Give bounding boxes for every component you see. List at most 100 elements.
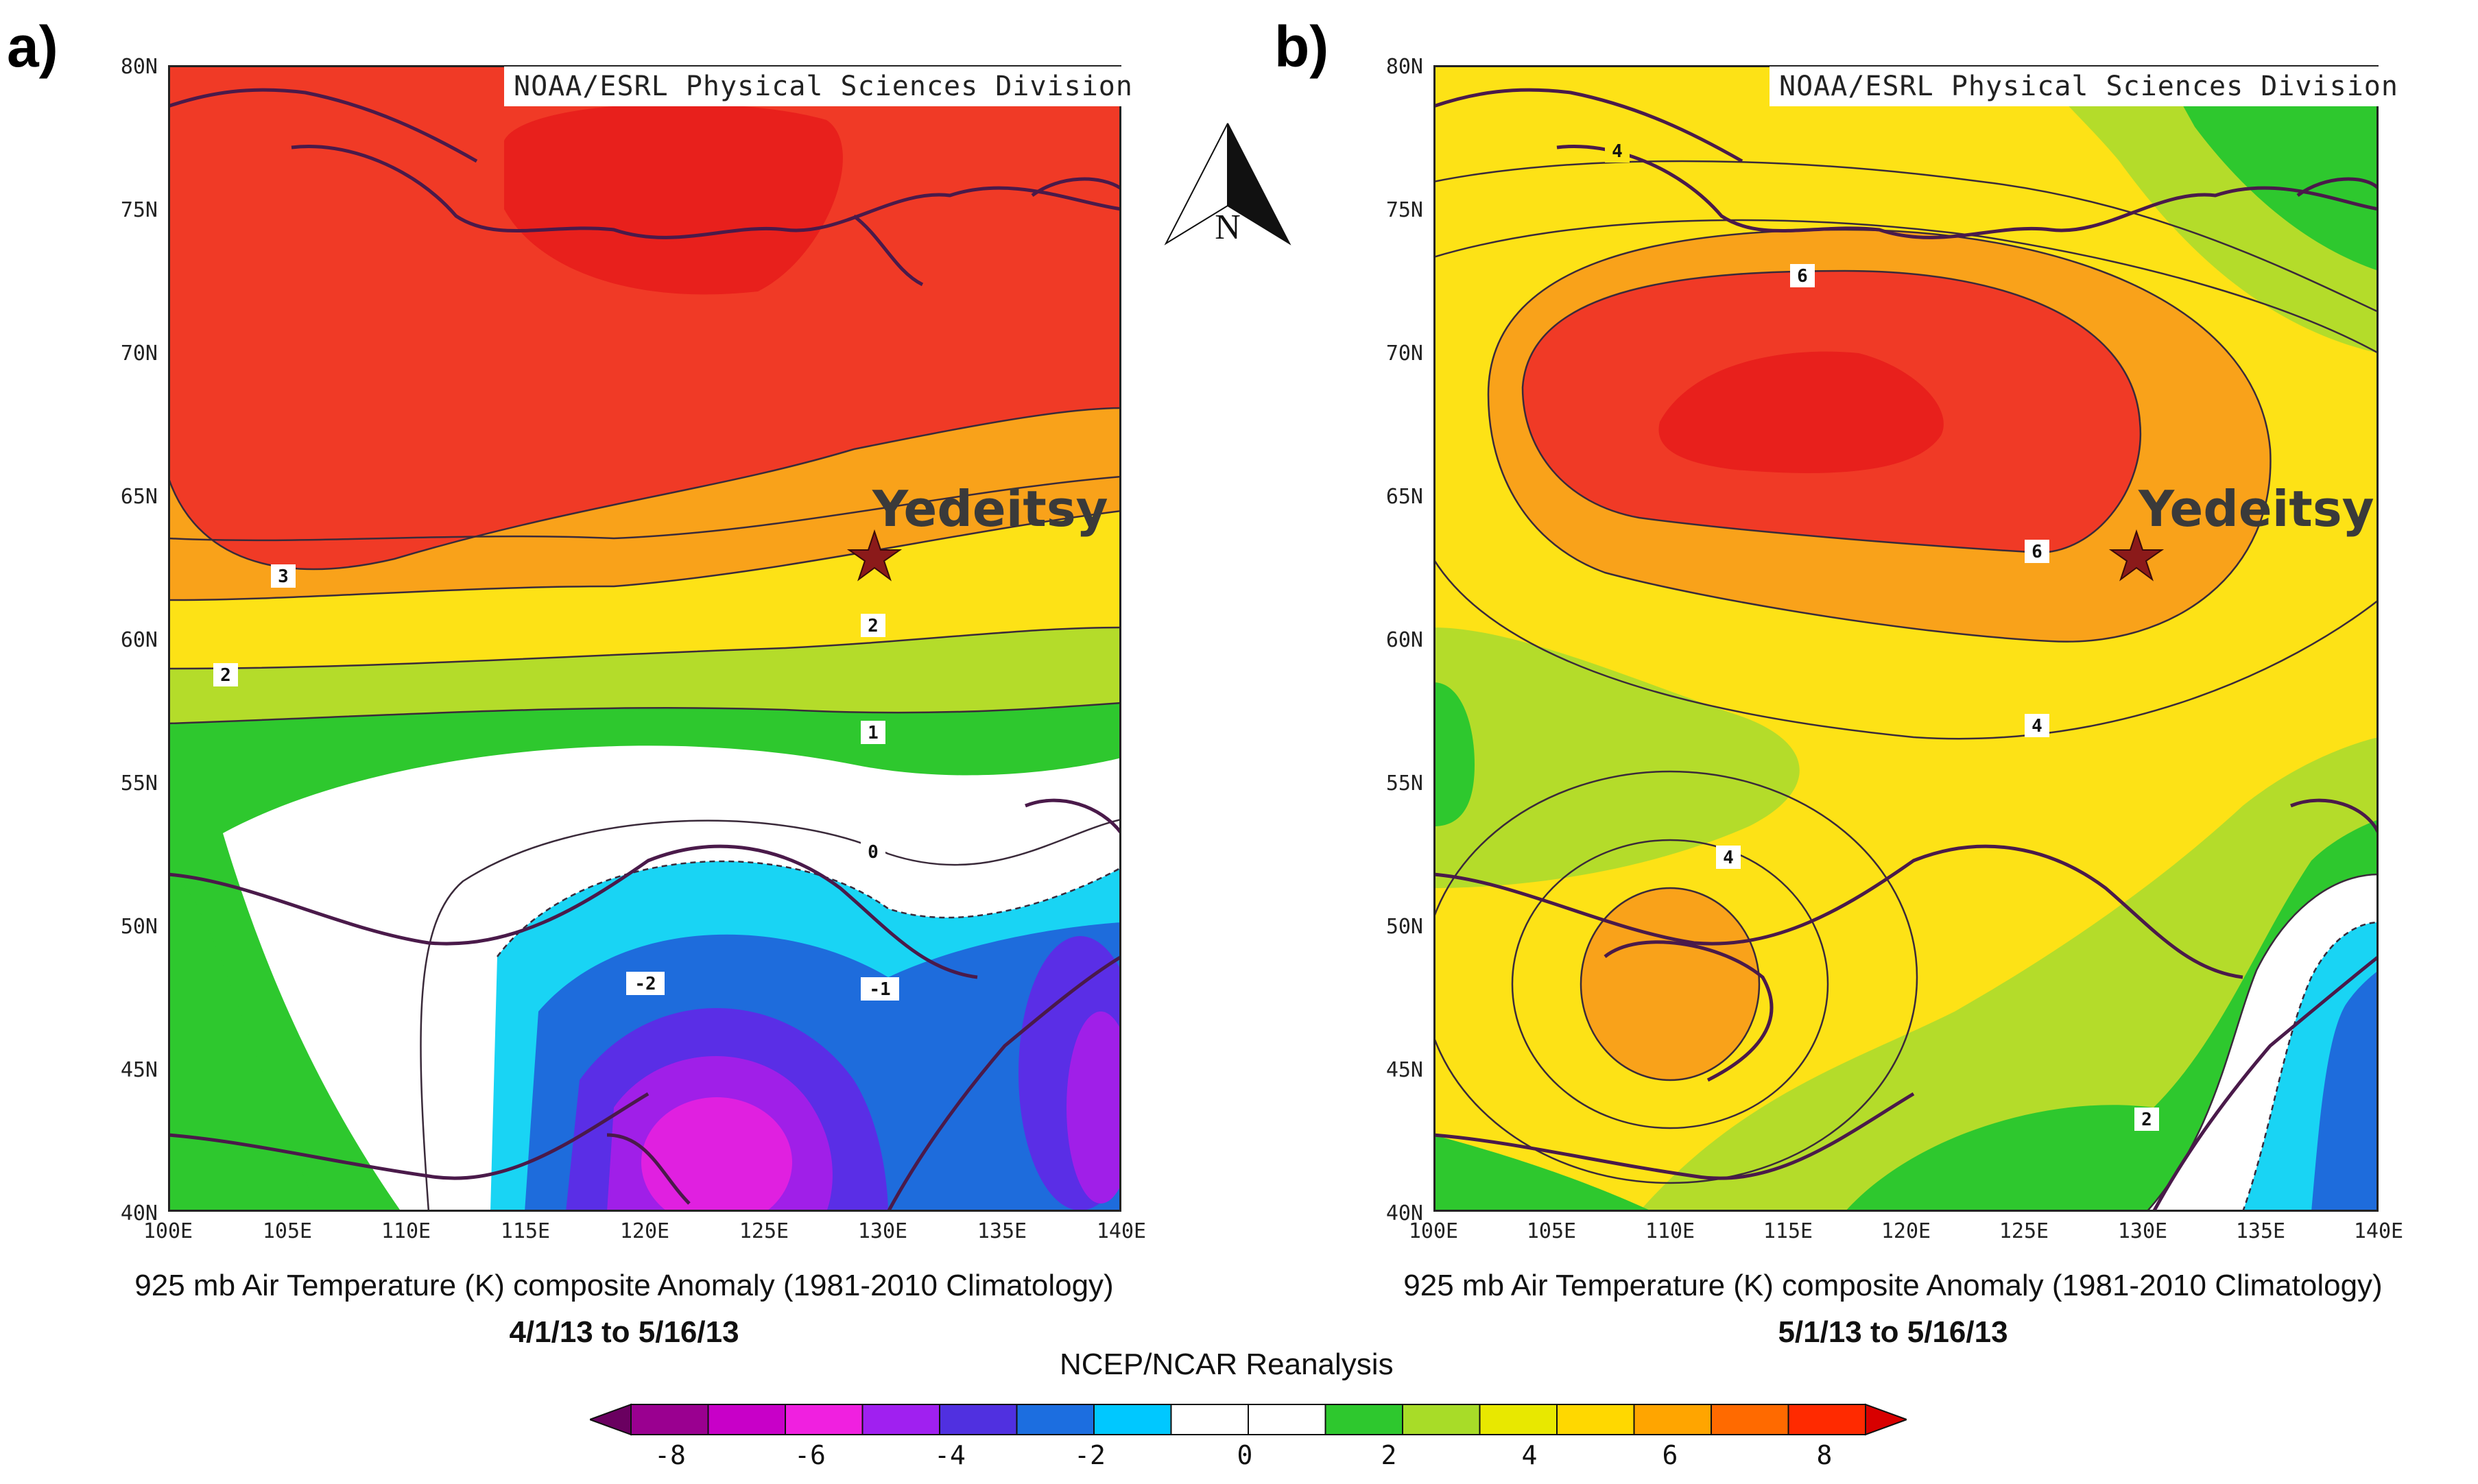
a-lat-80n: 80N xyxy=(120,55,158,79)
north-arrow: N xyxy=(1159,117,1296,257)
a-lon-105e: 105E xyxy=(262,1219,313,1243)
cbar-swatch-3 xyxy=(785,1404,863,1435)
a-band-red-dark xyxy=(504,104,843,295)
b-lat-70n: 70N xyxy=(1385,342,1423,366)
a-lat-40n: 40N xyxy=(120,1201,158,1225)
cbar-tick-4: 4 xyxy=(1521,1440,1538,1470)
a-contour-labels: 3 2 2 1 0 -2 -1 xyxy=(213,564,899,1001)
b-site-star xyxy=(2108,529,2165,582)
b-contour-label-6-east: 6 xyxy=(2032,542,2042,562)
a-lat-65n: 65N xyxy=(120,485,158,509)
b-band-green-w xyxy=(1433,682,1475,826)
b-lat-75n: 75N xyxy=(1385,198,1423,222)
a-lat-45n: 45N xyxy=(120,1058,158,1082)
b-lon-110e: 110E xyxy=(1645,1219,1695,1243)
a-lon-125e: 125E xyxy=(739,1219,789,1243)
a-lon-130e: 130E xyxy=(857,1219,908,1243)
a-contour-label-0: 0 xyxy=(868,842,879,863)
panel-b-map: 4 6 6 4 4 2 xyxy=(1433,65,2379,1212)
a-lat-70n: 70N xyxy=(120,342,158,366)
b-lat-65n: 65N xyxy=(1385,485,1423,509)
panel-a-caption-dates: 4/1/13 to 5/16/13 xyxy=(509,1315,739,1349)
cbar-swatch-16 xyxy=(1787,1404,1866,1435)
a-band-purple-east xyxy=(1067,1012,1121,1204)
cbar-swatch-8 xyxy=(1170,1404,1249,1435)
b-contour-label-6-north: 6 xyxy=(1797,266,1808,287)
a-coastlines xyxy=(168,88,1121,1212)
a-contour-label-2-east: 2 xyxy=(868,616,879,636)
b-band-green-s xyxy=(1433,1135,1653,1212)
panel-b-site-label: Yedeitsy xyxy=(2139,480,2374,538)
a-lon-110e: 110E xyxy=(381,1219,431,1243)
b-lat-80n: 80N xyxy=(1385,55,1423,79)
colorbar-svg xyxy=(588,1403,1909,1436)
cbar-swatch-13 xyxy=(1556,1404,1635,1435)
cbar-tick-neg8: -8 xyxy=(654,1440,686,1470)
b-band-red-dark xyxy=(1658,351,1944,473)
b-lat-50n: 50N xyxy=(1385,915,1423,939)
a-lon-140e: 140E xyxy=(1096,1219,1147,1243)
cbar-swatch-tip-high xyxy=(1865,1403,1909,1436)
b-contour-label-4-east: 4 xyxy=(2032,716,2042,737)
b-lat-60n: 60N xyxy=(1385,628,1423,652)
b-lat-55n: 55N xyxy=(1385,771,1423,795)
b-lon-125e: 125E xyxy=(1999,1219,2049,1243)
panel-a-site-label: Yedeitsy xyxy=(872,480,1108,538)
a-contours xyxy=(168,407,1121,1212)
cbar-swatch-5 xyxy=(939,1404,1018,1435)
panel-b-caption-title: 925 mb Air Temperature (K) composite Ano… xyxy=(1403,1269,2383,1302)
a-contour-label-1: 1 xyxy=(868,723,879,743)
a-contour-label-neg2: -2 xyxy=(634,974,656,994)
a-site-star xyxy=(846,529,903,582)
b-lon-140e: 140E xyxy=(2353,1219,2404,1243)
b-band-green-ne2 xyxy=(2160,65,2379,271)
panel-a-letter: a) xyxy=(7,14,58,79)
a-lat-55n: 55N xyxy=(120,771,158,795)
panel-b-map-svg: 4 6 6 4 4 2 xyxy=(1433,65,2379,1212)
cbar-swatch-tip-low xyxy=(588,1403,632,1436)
cbar-tick-neg6: -6 xyxy=(794,1440,826,1470)
cbar-swatch-9 xyxy=(1248,1404,1326,1435)
a-lon-135e: 135E xyxy=(977,1219,1027,1243)
b-contour-label-2: 2 xyxy=(2141,1110,2152,1130)
cbar-swatch-7 xyxy=(1093,1404,1172,1435)
panel-a-map: 3 2 2 1 0 -2 -1 xyxy=(168,65,1121,1212)
a-contour-label-neg1: -1 xyxy=(869,979,890,1000)
north-arrow-label: N xyxy=(1215,208,1241,247)
cbar-tick-2: 2 xyxy=(1381,1440,1397,1470)
panel-a-caption-title: 925 mb Air Temperature (K) composite Ano… xyxy=(134,1269,1114,1302)
cbar-tick-neg2: -2 xyxy=(1074,1440,1106,1470)
panel-b-caption-dates: 5/1/13 to 5/16/13 xyxy=(1778,1315,2008,1349)
colorbar xyxy=(588,1399,1909,1450)
b-band-ygreen-w xyxy=(1433,627,1800,888)
a-contour-label-2-west: 2 xyxy=(220,665,231,686)
a-lon-100e: 100E xyxy=(143,1219,193,1243)
panel-b-credit: NOAA/ESRL Physical Sciences Division xyxy=(1770,67,2408,106)
b-lat-45n: 45N xyxy=(1385,1058,1423,1082)
b-contour-labels: 4 6 6 4 4 2 xyxy=(1605,139,2159,1131)
panel-a-credit: NOAA/ESRL Physical Sciences Division xyxy=(504,67,1143,106)
b-band-orange-south xyxy=(1581,888,1759,1080)
panel-a-map-svg: 3 2 2 1 0 -2 -1 xyxy=(168,65,1121,1212)
b-lon-130e: 130E xyxy=(2117,1219,2168,1243)
b-band-blue-se xyxy=(2311,970,2379,1212)
b-lat-40n: 40N xyxy=(1385,1201,1423,1225)
cbar-tick-0: 0 xyxy=(1237,1440,1253,1470)
a-contour-label-3: 3 xyxy=(278,566,289,587)
panel-b-letter: b) xyxy=(1274,14,1329,79)
cbar-swatch-10 xyxy=(1324,1404,1403,1435)
b-lon-100e: 100E xyxy=(1408,1219,1459,1243)
a-lon-115e: 115E xyxy=(500,1219,551,1243)
a-lat-50n: 50N xyxy=(120,915,158,939)
b-lon-120e: 120E xyxy=(1881,1219,1931,1243)
cbar-swatch-6 xyxy=(1016,1404,1095,1435)
cbar-tick-8: 8 xyxy=(1816,1440,1833,1470)
cbar-tick-neg4: -4 xyxy=(934,1440,966,1470)
cbar-swatch-12 xyxy=(1479,1404,1558,1435)
a-lon-120e: 120E xyxy=(619,1219,670,1243)
b-lon-105e: 105E xyxy=(1526,1219,1577,1243)
b-coastlines xyxy=(1433,88,2379,1212)
a-lat-75n: 75N xyxy=(120,198,158,222)
colorbar-title: NCEP/NCAR Reanalysis xyxy=(1060,1348,1394,1381)
cbar-swatch-2 xyxy=(707,1404,786,1435)
